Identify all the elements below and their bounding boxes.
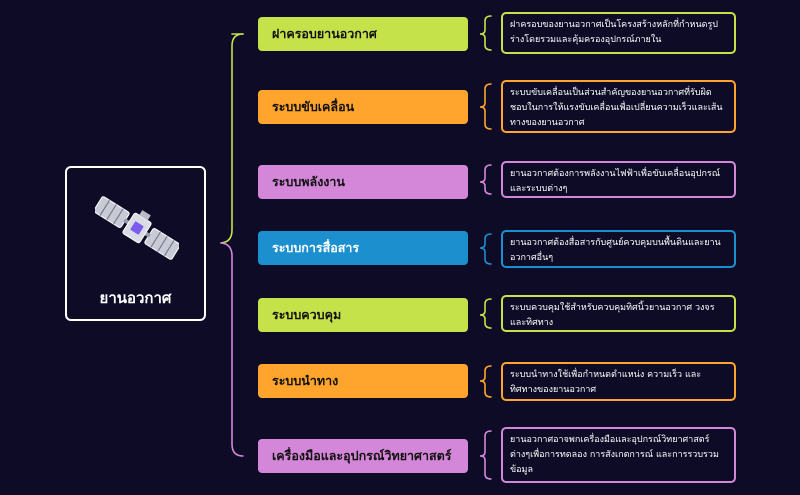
branch-label: ระบบขับเคลื่อน [272,99,355,114]
description-navigation: ระบบนำทางใช้เพื่อกำหนดตำแหน่ง ความเร็ว แ… [501,362,736,401]
branch-label: ฝาครอบยานอวกาศ [272,26,377,41]
brace-navigation [479,365,492,398]
brace-propulsion [479,83,492,130]
root-label: ยานอวกาศ [99,289,172,307]
branch-power: ระบบพลังงาน [258,165,468,199]
satellite-icon [95,196,179,260]
brace-science [479,430,492,480]
branch-label: ระบบควบคุม [272,307,342,322]
branch-control: ระบบควบคุม [258,298,468,332]
description-control: ระบบควบคุมใช้สำหรับควบคุมทิศนิ้วยานอวกาศ… [501,295,736,332]
branch-communication: ระบบการสื่อสาร [258,231,468,265]
description-propulsion: ระบบขับเคลื่อนเป็นส่วนสำคัญของยานอวกาศที… [501,80,736,133]
bracket-connector-bottom [220,242,244,457]
bracket-connector-top [220,33,244,244]
root-node: ยานอวกาศ [65,166,206,321]
branch-label: ระบบนำทาง [272,373,339,388]
brace-power [479,164,492,195]
description-science: ยานอวกาศอาจพกเครื่องมือและอุปกรณ์วิทยาศา… [501,427,736,483]
brace-communication [479,233,492,265]
branch-navigation: ระบบนำทาง [258,364,468,398]
description-shell: ฝาครอบของยานอวกาศเป็นโครงสร้างหลักที่กำห… [501,12,736,54]
brace-shell [479,15,492,51]
description-communication: ยานอวกาศต้องสื่อสารกับศูนย์ควบคุมบนพื้นด… [501,230,736,268]
branch-propulsion: ระบบขับเคลื่อน [258,90,468,124]
branch-label: เครื่องมือและอุปกรณ์วิทยาศาสตร์ [272,448,452,463]
brace-control [479,298,492,329]
branch-spacecraft-shell: ฝาครอบยานอวกาศ [258,17,468,51]
branch-label: ระบบการสื่อสาร [272,240,360,255]
branch-science-instruments: เครื่องมือและอุปกรณ์วิทยาศาสตร์ [258,439,468,473]
branch-label: ระบบพลังงาน [272,174,345,189]
description-power: ยานอวกาศต้องการพลังงานไฟฟ้าเพื่อขับเคลื่… [501,161,736,198]
